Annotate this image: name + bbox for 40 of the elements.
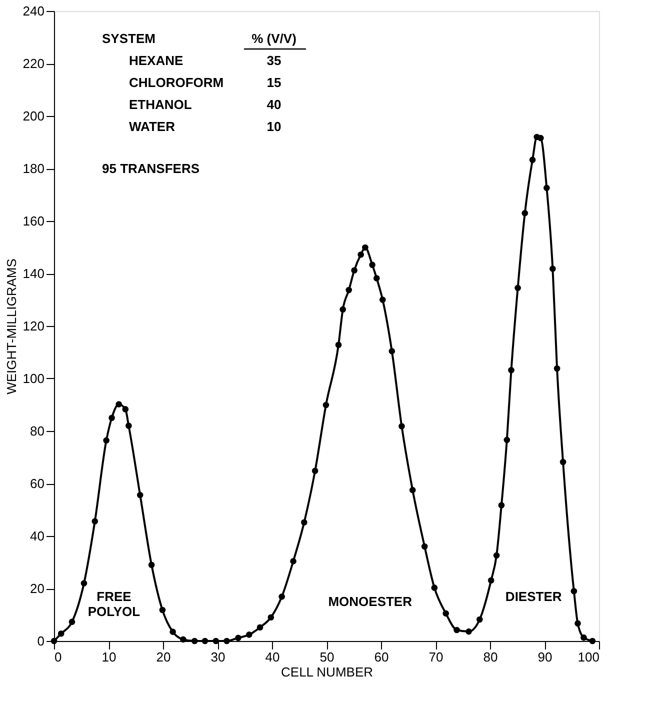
y-tick-label: 0 xyxy=(37,634,44,648)
annotation: 35 xyxy=(266,53,282,68)
annotation: SYSTEM xyxy=(102,31,156,46)
annotation: FREE POLYOL xyxy=(88,588,140,619)
x-axis-title: CELL NUMBER xyxy=(281,664,373,680)
y-tick-label: 160 xyxy=(22,214,44,228)
annotation: 15 xyxy=(266,75,282,90)
annotation: DIESTER xyxy=(505,588,562,604)
x-tick-label: 0 xyxy=(54,650,62,664)
annotation: MONOESTER xyxy=(328,594,413,609)
x-tick-label: 60 xyxy=(374,650,389,664)
y-tick-label: 80 xyxy=(30,424,44,438)
y-tick-label: 220 xyxy=(22,56,44,71)
x-tick-label: 10 xyxy=(102,650,116,664)
annotation: CHLOROFORM xyxy=(129,75,224,90)
x-tick-label: 90 xyxy=(538,650,552,664)
annotation: WATER xyxy=(129,119,176,134)
y-tick-label: 40 xyxy=(30,528,44,544)
annotation: % (V/V) xyxy=(252,31,296,46)
x-tick-label: 20 xyxy=(156,650,171,664)
y-tick-label: 240 xyxy=(22,4,44,18)
x-tick-label: 80 xyxy=(483,650,498,664)
annotation: ETHANOL xyxy=(129,97,192,112)
annotation: 40 xyxy=(266,97,282,112)
x-tick-label: 50 xyxy=(320,650,334,664)
y-tick-label: 140 xyxy=(22,266,44,281)
y-tick-label: 60 xyxy=(30,476,44,491)
annotation: HEXANE xyxy=(129,53,184,68)
y-tick-label: 20 xyxy=(30,581,44,596)
annotation: 10 xyxy=(266,119,282,134)
y-tick-label: 100 xyxy=(22,371,44,386)
annotation: 95 TRANSFERS xyxy=(102,161,200,176)
y-axis-title: WEIGHT-MILLIGRAMS xyxy=(4,258,19,394)
x-tick-label: 70 xyxy=(428,650,444,664)
x-tick-label: 40 xyxy=(265,650,280,664)
y-tick-label: 200 xyxy=(22,108,44,124)
y-tick-label: 180 xyxy=(22,161,44,176)
y-tick-label: 120 xyxy=(22,318,44,334)
x-tick-label: 100 xyxy=(578,650,600,664)
x-tick-label: 30 xyxy=(210,650,226,664)
